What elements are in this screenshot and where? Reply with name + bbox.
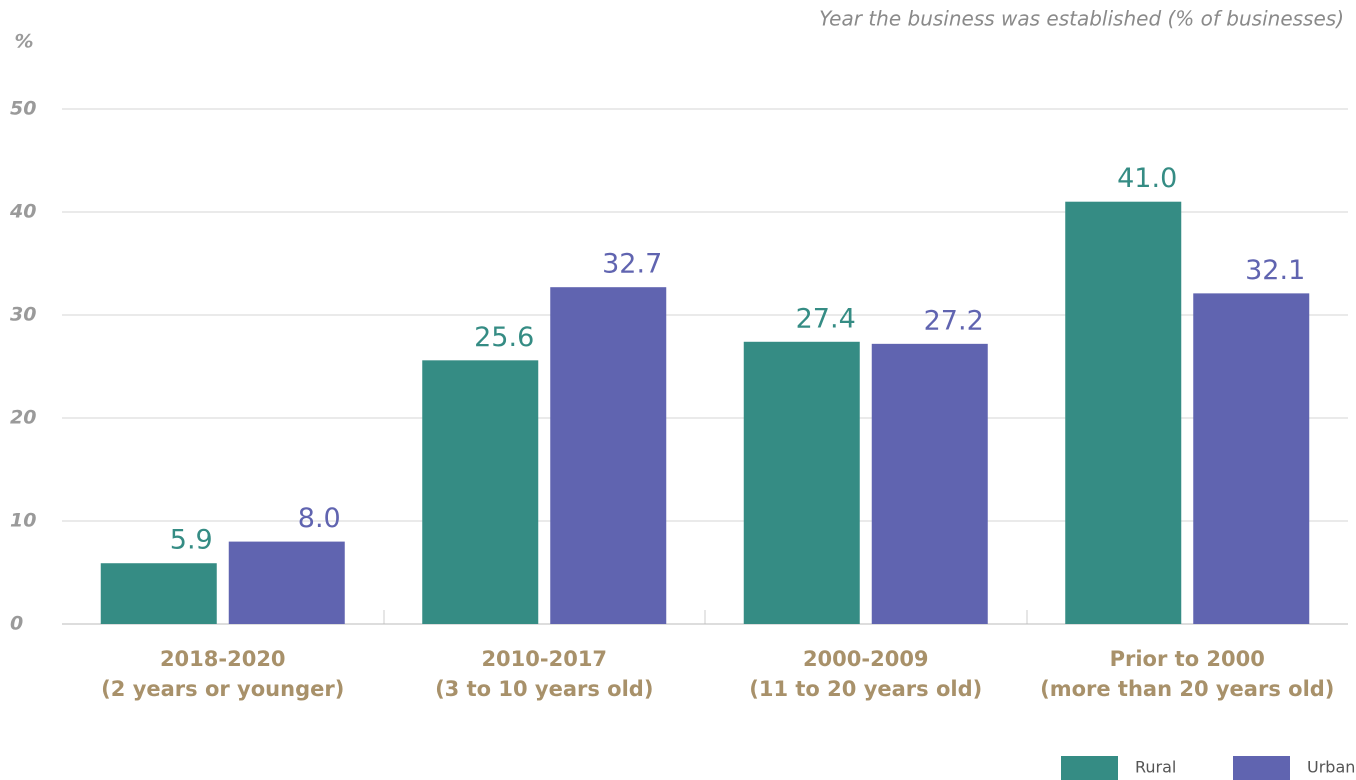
- legend-label: Rural: [1135, 758, 1176, 777]
- bar: [1193, 293, 1310, 624]
- y-tick-label: 20: [10, 407, 36, 429]
- x-tick-label: 2010-2017: [481, 647, 607, 671]
- x-tick-label: 2018-2020: [160, 647, 286, 671]
- data-label: 27.4: [796, 303, 856, 334]
- data-label: 27.2: [924, 305, 984, 336]
- x-tick-label: (more than 20 years old): [1040, 677, 1334, 701]
- x-tick-label: (2 years or younger): [101, 677, 344, 701]
- data-label: 32.7: [602, 249, 662, 280]
- legend-label: Urban: [1307, 758, 1355, 777]
- y-tick-label: 40: [9, 201, 36, 223]
- y-axis-label: %: [14, 31, 33, 53]
- data-label: 25.6: [474, 322, 534, 353]
- legend-swatch: [1061, 756, 1118, 780]
- bar: [871, 343, 988, 624]
- x-tick-label: Prior to 2000: [1110, 647, 1265, 671]
- bar: [100, 563, 217, 624]
- bar: [550, 287, 667, 624]
- y-tick-label: 30: [10, 304, 36, 326]
- y-tick-label: 50: [10, 98, 36, 120]
- legend-swatch: [1233, 756, 1290, 780]
- x-tick-label: (11 to 20 years old): [749, 677, 982, 701]
- data-label: 41.0: [1117, 163, 1177, 194]
- bar: [743, 341, 860, 624]
- data-label: 32.1: [1245, 255, 1305, 286]
- y-tick-label: 0: [10, 613, 23, 635]
- x-tick-label: 2000-2009: [803, 647, 929, 671]
- y-tick-label: 10: [10, 510, 36, 532]
- x-tick-label: (3 to 10 years old): [435, 677, 653, 701]
- bar: [228, 541, 345, 624]
- bar: [1065, 201, 1182, 624]
- chart-title: Year the business was established (% of …: [819, 7, 1344, 31]
- data-label: 5.9: [170, 525, 213, 556]
- bar: [422, 360, 539, 624]
- data-label: 8.0: [298, 503, 341, 534]
